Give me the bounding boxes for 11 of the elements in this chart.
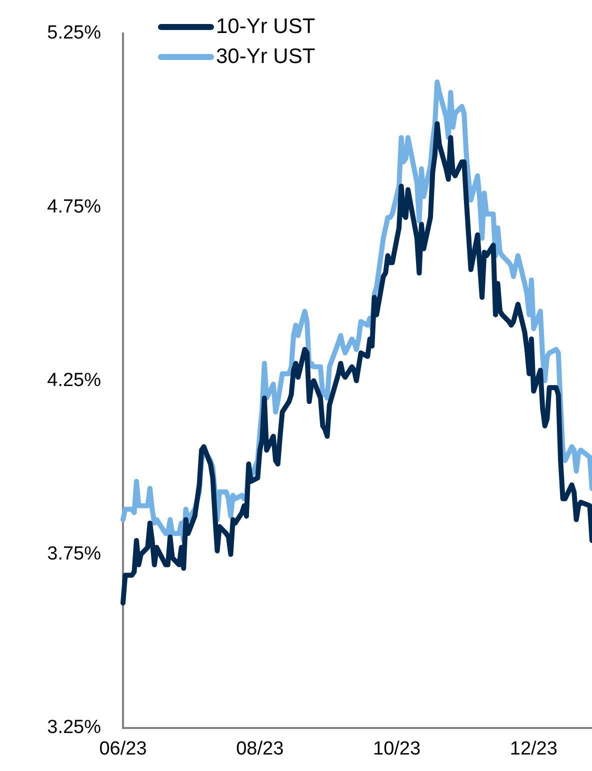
y-tick-label: 5.25% — [47, 22, 102, 44]
x-tick-label: 10/23 — [372, 738, 421, 760]
y-tick-label: 4.25% — [47, 370, 102, 391]
x-tick-label: 06/23 — [99, 738, 147, 760]
legend-label: 10-Yr UST — [216, 14, 316, 40]
legend-label: 30-Yr UST — [216, 44, 316, 70]
y-tick-label: 3.25% — [47, 717, 102, 738]
y-tick-label: 3.75% — [47, 544, 102, 565]
x-tick-label: 08/23 — [236, 738, 284, 760]
x-tick-label: 12/23 — [510, 738, 558, 760]
y-tick-label: 4.75% — [47, 196, 102, 218]
